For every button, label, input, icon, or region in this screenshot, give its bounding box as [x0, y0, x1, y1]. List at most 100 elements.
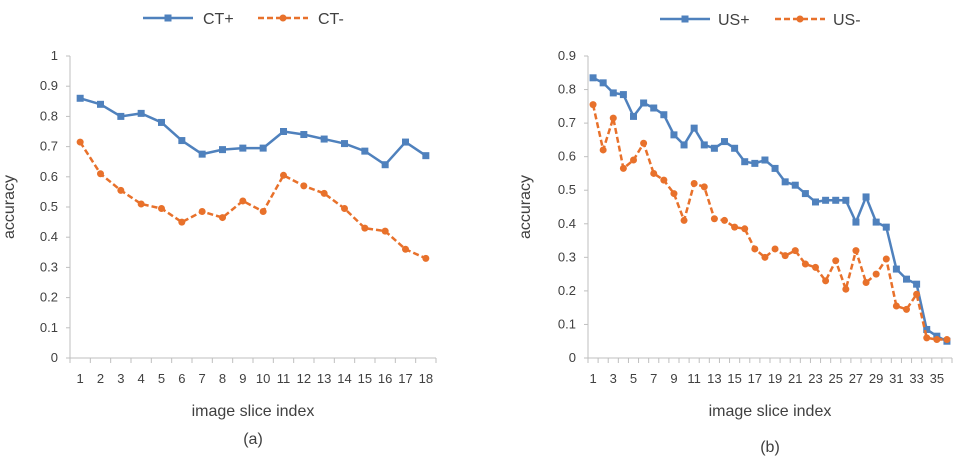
y-axis-title: accuracy — [1, 175, 18, 239]
data-point-US- — [609, 114, 617, 122]
data-point-US+ — [781, 178, 789, 186]
data-point-CT+ — [422, 152, 430, 160]
y-tick-label: 0.4 — [558, 216, 576, 231]
y-tick-label: 0.3 — [40, 259, 58, 274]
panel-label: (b) — [760, 439, 780, 456]
data-point-CT- — [178, 218, 186, 226]
data-point-CT- — [320, 189, 328, 197]
data-point-CT+ — [381, 161, 389, 169]
y-tick-label: 0.7 — [40, 139, 58, 154]
x-tick-label: 21 — [788, 371, 802, 386]
data-point-US+ — [640, 99, 648, 107]
series-line-US+ — [592, 76, 948, 343]
data-point-US- — [680, 216, 688, 224]
data-point-US+ — [832, 196, 840, 204]
data-point-CT- — [158, 205, 165, 213]
y-tick-label: 0.2 — [40, 290, 58, 305]
data-point-US+ — [923, 325, 931, 333]
x-tick-label: 13 — [317, 371, 331, 386]
x-tick-label: 16 — [378, 371, 392, 386]
data-point-CT- — [219, 214, 226, 222]
x-tick-label: 11 — [277, 371, 291, 386]
data-point-US- — [943, 336, 951, 344]
data-point-US- — [650, 169, 658, 177]
data-point-US- — [670, 190, 678, 198]
data-point-US- — [842, 285, 850, 293]
x-tick-label: 13 — [707, 371, 721, 386]
y-tick-label: 0.8 — [558, 82, 576, 97]
data-point-CT- — [239, 197, 247, 205]
data-point-CT- — [361, 224, 369, 232]
series-line-CT+ — [79, 97, 427, 166]
data-point-US+ — [822, 196, 830, 204]
data-point-US+ — [650, 104, 658, 112]
x-tick-label: 23 — [808, 371, 822, 386]
data-point-CT+ — [117, 112, 125, 120]
data-point-US- — [640, 139, 648, 147]
y-tick-label: 0 — [569, 350, 576, 365]
x-tick-label: 35 — [930, 371, 944, 386]
x-tick-label: 27 — [849, 371, 863, 386]
data-point-CT+ — [178, 137, 186, 145]
data-point-US+ — [589, 74, 597, 82]
x-tick-label: 17 — [748, 371, 762, 386]
legend-marker-CT+ — [164, 14, 172, 22]
data-point-US- — [903, 305, 910, 313]
x-tick-label: 8 — [219, 371, 226, 386]
data-point-CT+ — [239, 144, 247, 152]
data-point-US- — [619, 164, 627, 172]
data-point-US+ — [599, 79, 607, 87]
x-tick-label: 33 — [909, 371, 923, 386]
data-point-CT- — [381, 227, 389, 235]
x-tick-label: 15 — [727, 371, 741, 386]
data-point-CT- — [259, 208, 267, 216]
chart-panel-b: 00.10.20.30.40.50.60.70.80.91 3 5 7 9 11 13 15 1… — [517, 12, 953, 456]
data-point-US- — [741, 225, 749, 233]
data-point-US- — [892, 302, 900, 310]
legend-marker-CT- — [279, 14, 287, 22]
data-point-US+ — [882, 223, 890, 231]
data-point-US+ — [619, 91, 627, 99]
x-tick-label: 12 — [297, 371, 311, 386]
data-point-CT+ — [158, 118, 165, 126]
data-point-CT+ — [300, 131, 308, 139]
data-point-US+ — [761, 156, 769, 164]
data-point-US+ — [801, 190, 809, 198]
data-point-US+ — [852, 218, 860, 226]
y-tick-label: 0.6 — [40, 169, 58, 184]
data-point-CT+ — [97, 100, 104, 108]
panel-label: (a) — [243, 431, 263, 448]
x-tick-label: 17 — [398, 371, 412, 386]
data-point-US+ — [630, 112, 637, 120]
y-tick-label: 0.5 — [558, 182, 576, 197]
data-point-CT+ — [259, 144, 267, 152]
data-point-US+ — [892, 265, 900, 273]
data-point-US- — [791, 247, 799, 255]
data-point-US+ — [903, 275, 910, 283]
y-tick-label: 0.9 — [558, 48, 576, 63]
x-tick-label: 1 — [589, 371, 596, 386]
data-point-US- — [781, 252, 789, 260]
data-point-US+ — [700, 141, 708, 149]
y-tick-label: 0.5 — [40, 199, 58, 214]
y-tick-label: 0.2 — [558, 283, 576, 298]
data-point-US+ — [690, 124, 698, 132]
y-tick-label: 0.8 — [40, 108, 58, 123]
data-point-US+ — [741, 158, 749, 166]
y-tick-label: 0.1 — [40, 320, 58, 335]
data-point-CT+ — [280, 128, 287, 135]
data-point-US+ — [771, 164, 779, 172]
x-tick-label: 19 — [768, 371, 782, 386]
data-point-US+ — [842, 196, 850, 204]
data-point-US+ — [862, 193, 870, 201]
series-line-CT- — [79, 141, 427, 260]
data-point-US+ — [731, 144, 739, 152]
x-tick-label: 18 — [419, 371, 433, 386]
data-point-US- — [882, 255, 890, 263]
data-point-CT- — [137, 200, 145, 208]
data-point-US- — [801, 260, 809, 268]
data-point-CT- — [402, 245, 409, 253]
data-point-US- — [710, 215, 718, 223]
x-tick-label: 3 — [610, 371, 617, 386]
